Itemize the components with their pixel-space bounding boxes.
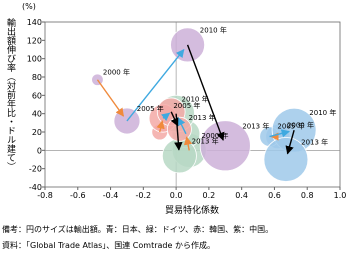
year-label: 2013 年: [301, 137, 328, 146]
note: 備考：円のサイズは輸出額。青：日本、緑：ドイツ、赤：韓国、紫：中国。: [2, 224, 273, 234]
year-label: 2010 年: [309, 108, 336, 117]
year-label: 2005 年: [173, 101, 200, 110]
arrow: [285, 129, 295, 155]
y-tick-label: 40: [32, 110, 42, 119]
y-tick-label: 0: [37, 146, 42, 155]
bubble: [263, 137, 309, 182]
arrow: [183, 136, 193, 151]
x-tick-label: 1.0: [334, 191, 347, 200]
year-label: 2013 年: [242, 122, 269, 131]
note: 資料：「Global Trade Atlas」、国連 Comtrade から作成…: [2, 240, 215, 250]
year-label: 2010 年: [200, 26, 227, 35]
x-tick-label: 0.4: [235, 191, 248, 200]
y-tick-label: -40: [29, 183, 42, 192]
y-tick-label: 20: [32, 128, 42, 137]
y-tick-label: -20: [29, 165, 42, 174]
year-label: 2005 年: [277, 122, 304, 131]
arrow: [96, 79, 125, 117]
x-tick-label: -0.2: [136, 191, 152, 200]
x-tick-label: -0.4: [103, 191, 119, 200]
arrow: [126, 48, 185, 122]
year-label: 2005 年: [137, 104, 164, 113]
y-tick-label: 100: [27, 55, 42, 64]
x-tick-label: 0.8: [301, 191, 314, 200]
year-label: 2013 年: [192, 137, 219, 146]
y-tick-label: 120: [27, 36, 42, 45]
x-tick-label: -0.8: [37, 191, 53, 200]
arrow: [269, 129, 291, 138]
arrow: [170, 111, 179, 127]
y-tick-label: 60: [32, 91, 42, 100]
arrow: [156, 120, 165, 133]
y-tick-label: 80: [32, 73, 42, 82]
y-axis-label: 輸出額伸び率（対前年比・ドル建て）: [5, 17, 16, 171]
x-tick-label: -0.6: [70, 191, 86, 200]
arrow: [186, 44, 225, 141]
year-label: 2010 年: [182, 94, 209, 103]
plot-frame: [44, 21, 341, 188]
x-tick-label: 0.2: [203, 191, 216, 200]
arrow: [177, 116, 187, 135]
y-tick-label: 140: [27, 18, 42, 27]
x-tick-label: 0.0: [170, 191, 183, 200]
year-label: 2013 年: [189, 113, 216, 122]
bubbles: [91, 27, 317, 182]
year-label: 2000 年: [201, 131, 228, 140]
bubble: [199, 120, 251, 172]
year-label: 2000 年: [103, 67, 130, 76]
y-unit: (%): [22, 2, 36, 11]
x-axis-label: 貿易特化係数: [165, 204, 219, 216]
arrows: [96, 44, 295, 155]
arrow: [161, 112, 171, 122]
x-tick-label: 0.6: [268, 191, 281, 200]
year-label: 2000 年: [287, 120, 314, 129]
